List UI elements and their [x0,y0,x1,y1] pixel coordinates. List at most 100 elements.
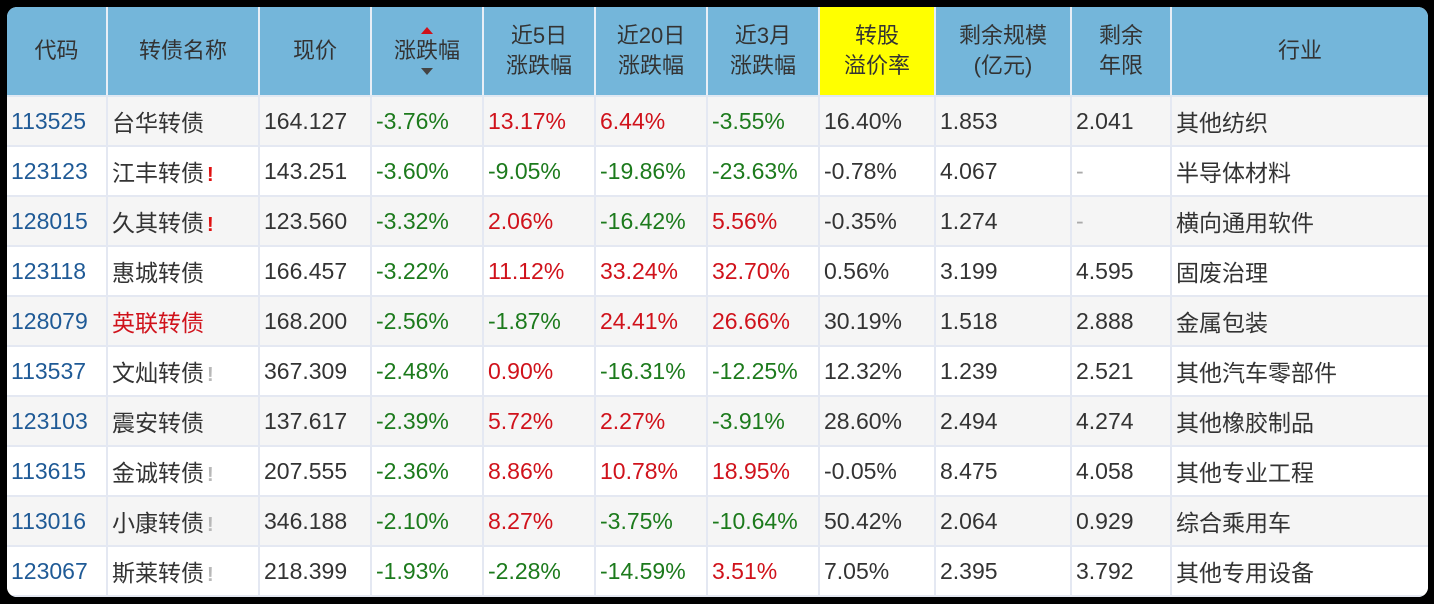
header-change-20d[interactable]: 近20日 涨跌幅 [595,7,708,97]
bond-code-link[interactable]: 113525 [7,96,108,147]
bond-name-cell[interactable]: 金诚转债! [107,446,260,497]
header-remaining-years[interactable]: 剩余 年限 [1071,7,1172,97]
change-20d-cell: -14.59% [595,546,708,597]
header-remaining-size[interactable]: 剩余规模 (亿元) [935,7,1072,97]
industry-cell: 其他纺织 [1171,96,1428,147]
table-row[interactable]: 113615 金诚转债! 207.555 -2.36% 8.86% 10.78% 18.95… [7,446,1428,497]
bond-name-link[interactable]: 惠城转债 [112,260,204,286]
table-body: 113525 台华转债 164.127 -3.76% 13.17% 6.44% -3.55%… [7,96,1428,597]
header-change-20d-line2: 涨跌幅 [617,53,684,78]
warning-exclamation-icon[interactable]: ! [207,464,214,486]
bond-name-cell[interactable]: 台华转债 [107,96,260,147]
change-3m-cell: 5.56% [707,196,820,247]
remaining-size-cell: 1.518 [935,296,1072,347]
bond-name-link[interactable]: 江丰转债 [112,160,204,186]
header-name[interactable]: 转债名称 [107,7,260,97]
table-row[interactable]: 123067 斯莱转债! 218.399 -1.93% -2.28% -14.59% 3.5… [7,546,1428,597]
change-3m-cell: -12.25% [707,346,820,397]
bond-code-link[interactable]: 123067 [7,546,108,597]
sort-up-arrow-icon[interactable] [420,27,433,34]
header-premium[interactable]: 转股 溢价率 [819,7,936,97]
table-row[interactable]: 128079 英联转债 168.200 -2.56% -1.87% 24.41% 26.66… [7,296,1428,347]
bond-name-cell[interactable]: 文灿转债! [107,346,260,397]
industry-cell: 横向通用软件 [1171,196,1428,247]
bond-name-link[interactable]: 久其转债 [112,210,204,236]
header-change-5d[interactable]: 近5日 涨跌幅 [483,7,596,97]
bond-code-link[interactable]: 113537 [7,346,108,397]
warning-exclamation-icon[interactable]: ! [207,364,214,386]
bond-name-cell[interactable]: 惠城转债 [107,246,260,297]
remaining-years-cell: - [1071,196,1172,247]
change-5d-cell: 8.86% [483,446,596,497]
bond-code-link[interactable]: 128079 [7,296,108,347]
header-change-5d-line2: 涨跌幅 [505,53,572,78]
table-row[interactable]: 128015 久其转债! 123.560 -3.32% 2.06% -16.42% 5.56… [7,196,1428,247]
header-code[interactable]: 代码 [7,7,108,97]
industry-cell: 综合乘用车 [1171,496,1428,547]
industry-cell: 金属包装 [1171,296,1428,347]
bond-code-link[interactable]: 123118 [7,246,108,297]
premium-rate-cell: 0.56% [819,246,936,297]
convertible-bond-table-container: 代码 转债名称 现价 涨跌幅 近5日 涨跌幅 近20日 涨跌幅 [7,7,1428,597]
change-20d-cell: -16.31% [595,346,708,397]
bond-name-cell[interactable]: 久其转债! [107,196,260,247]
bond-name-link[interactable]: 小康转债 [112,510,204,536]
bond-name-link[interactable]: 文灿转债 [112,360,204,386]
bond-code-link[interactable]: 128015 [7,196,108,247]
bond-code-link[interactable]: 123123 [7,146,108,197]
table-row[interactable]: 113537 文灿转债! 367.309 -2.48% 0.90% -16.31% -12.… [7,346,1428,397]
change-cell: -3.76% [371,96,484,147]
header-industry[interactable]: 行业 [1171,7,1428,97]
bond-name-cell[interactable]: 江丰转债! [107,146,260,197]
header-size-line2: (亿元) [973,53,1033,78]
bond-name-cell[interactable]: 小康转债! [107,496,260,547]
warning-exclamation-icon[interactable]: ! [207,164,214,186]
premium-rate-cell: 30.19% [819,296,936,347]
price-cell: 218.399 [259,546,372,597]
header-change-3m[interactable]: 近3月 涨跌幅 [707,7,820,97]
change-3m-cell: -10.64% [707,496,820,547]
warning-exclamation-icon[interactable]: ! [207,564,214,586]
bond-code-link[interactable]: 113615 [7,446,108,497]
change-3m-cell: 26.66% [707,296,820,347]
bond-code-link[interactable]: 123103 [7,396,108,447]
header-name-label: 转债名称 [138,38,227,63]
warning-exclamation-icon[interactable]: ! [207,214,214,236]
remaining-size-cell: 2.494 [935,396,1072,447]
sort-down-arrow-icon[interactable] [420,68,433,75]
bond-name-cell[interactable]: 斯莱转债! [107,546,260,597]
change-3m-cell: -3.55% [707,96,820,147]
header-change-20d-line1: 近20日 [616,23,686,48]
warning-exclamation-icon[interactable]: ! [207,514,214,536]
table-row[interactable]: 113525 台华转债 164.127 -3.76% 13.17% 6.44% -3.55%… [7,96,1428,147]
table-row[interactable]: 113016 小康转债! 346.188 -2.10% 8.27% -3.75% -10.6… [7,496,1428,547]
premium-rate-cell: -0.35% [819,196,936,247]
header-code-label: 代码 [34,38,79,63]
bond-name-link[interactable]: 台华转债 [112,110,204,136]
table-row[interactable]: 123118 惠城转债 166.457 -3.22% 11.12% 33.24% 32.70… [7,246,1428,297]
change-cell: -1.93% [371,546,484,597]
premium-rate-cell: -0.78% [819,146,936,197]
header-change-label: 涨跌幅 [393,38,460,63]
remaining-size-cell: 1.274 [935,196,1072,247]
header-change-5d-line1: 近5日 [510,23,568,48]
sort-control[interactable]: 涨跌幅 [393,27,460,75]
bond-name-link[interactable]: 震安转债 [112,410,204,436]
bond-name-link[interactable]: 金诚转债 [112,460,204,486]
bond-name-link[interactable]: 斯莱转债 [112,560,204,586]
change-5d-cell: 5.72% [483,396,596,447]
table-row[interactable]: 123123 江丰转债! 143.251 -3.60% -9.05% -19.86% -23… [7,146,1428,197]
table-header: 代码 转债名称 现价 涨跌幅 近5日 涨跌幅 近20日 涨跌幅 [7,7,1428,97]
table-row[interactable]: 123103 震安转债 137.617 -2.39% 5.72% 2.27% -3.91% 2… [7,396,1428,447]
bond-code-link[interactable]: 113016 [7,496,108,547]
industry-cell: 半导体材料 [1171,146,1428,197]
industry-cell: 其他橡胶制品 [1171,396,1428,447]
bond-name-cell[interactable]: 英联转债 [107,296,260,347]
change-3m-cell: -23.63% [707,146,820,197]
bond-name-link[interactable]: 英联转债 [112,310,204,336]
price-cell: 346.188 [259,496,372,547]
bond-name-cell[interactable]: 震安转债 [107,396,260,447]
header-change[interactable]: 涨跌幅 [371,7,484,97]
header-price[interactable]: 现价 [259,7,372,97]
change-5d-cell: -2.28% [483,546,596,597]
